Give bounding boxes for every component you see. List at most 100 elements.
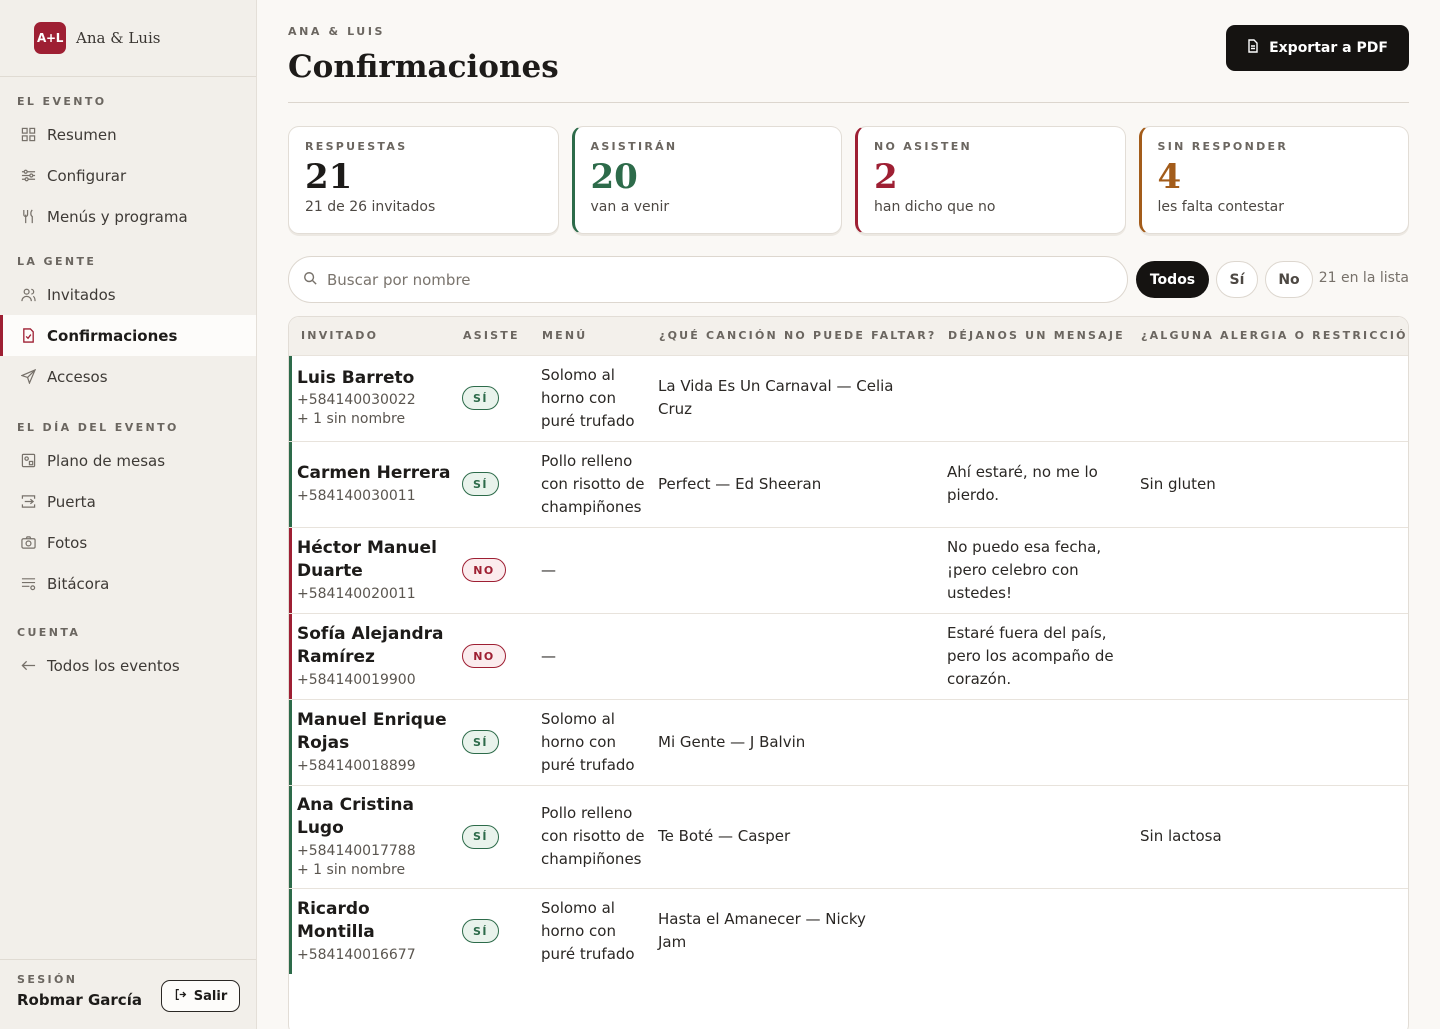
send-icon	[20, 369, 36, 385]
sidebar-item-todos-los-eventos[interactable]: Todos los eventos	[0, 645, 256, 686]
brand[interactable]: A+L Ana & Luis	[0, 0, 256, 77]
stat-label: SIN RESPONDER	[1157, 140, 1289, 153]
cell-attends: SÍ	[451, 698, 530, 785]
export-pdf-button[interactable]: Exportar a PDF	[1226, 25, 1409, 71]
stat-card-respuestas: RESPUESTAS 21 21 de 26 invitados	[288, 126, 559, 234]
cell-menu: Solomo al horno con puré trufado	[530, 887, 647, 974]
logout-button[interactable]: Salir	[161, 980, 240, 1012]
table-row[interactable]: Ana Cristina Lugo +584140017788 + 1 sin no…	[289, 784, 1408, 888]
filter-todos-button[interactable]: Todos	[1136, 261, 1209, 298]
guest-phone: +584140018899	[297, 757, 416, 774]
cell-attends: SÍ	[451, 440, 530, 527]
attendance-badge: SÍ	[462, 730, 499, 755]
column-header-cancion[interactable]: ¿QUÉ CANCIÓN NO PUEDE FALTAR?	[659, 329, 937, 343]
cell-song: Te Boté — Casper	[647, 784, 936, 888]
sidebar-item-menus-y-programa[interactable]: Menús y programa	[0, 196, 256, 237]
guest-phone: +584140020011	[297, 585, 416, 602]
stat-card-asistiran: ASISTIRÁN 20 van a venir	[571, 126, 842, 234]
stat-sub: 21 de 26 invitados	[305, 199, 436, 215]
search-icon	[303, 271, 317, 289]
sidebar-item-configurar[interactable]: Configurar	[0, 155, 256, 196]
stat-card-sin-responder: SIN RESPONDER 4 les falta contestar	[1138, 126, 1409, 234]
column-header-mensaje[interactable]: DÉJANOS UN MENSAJE	[948, 329, 1125, 343]
sidebar-item-fotos[interactable]: Fotos	[0, 522, 256, 563]
cell-song: La Vida Es Un Carnaval — Celia Cruz	[647, 354, 936, 441]
cell-message	[936, 354, 1129, 441]
table-row[interactable]: Héctor Manuel Duarte +584140020011 NO — No p…	[289, 526, 1408, 613]
column-header-alergia[interactable]: ¿ALGUNA ALERGIA O RESTRICCIÓN	[1141, 329, 1409, 343]
sidebar-item-puerta[interactable]: Puerta	[0, 481, 256, 522]
cell-song	[647, 526, 936, 613]
cell-attends: SÍ	[451, 887, 530, 974]
stat-value: 20	[590, 157, 638, 197]
sidebar-item-bitacora[interactable]: Bitácora	[0, 563, 256, 604]
guest-phone: +584140019900	[297, 671, 416, 688]
sidebar-item-plano-de-mesas[interactable]: Plano de mesas	[0, 440, 256, 481]
cell-menu: Pollo relleno con risotto de champiñones	[530, 440, 647, 527]
table-row[interactable]: Manuel Enrique Rojas +584140018899 SÍ Solom…	[289, 698, 1408, 785]
cell-attends: SÍ	[451, 784, 530, 888]
column-header-invitado[interactable]: INVITADO	[301, 329, 379, 343]
table-row[interactable]: Sofía Alejandra Ramírez +584140019900 NO — E…	[289, 612, 1408, 699]
cell-guest: Ricardo Montilla +584140016677	[289, 887, 451, 974]
cell-guest: Ana Cristina Lugo +584140017788 + 1 sin no…	[289, 784, 451, 888]
sidebar-item-confirmaciones[interactable]: Confirmaciones	[0, 315, 256, 356]
search-box	[288, 256, 1128, 303]
sidebar-section-label: EL EVENTO	[17, 95, 107, 108]
guest-extra: + 1 sin nombre	[297, 861, 406, 878]
export-pdf-label: Exportar a PDF	[1269, 40, 1388, 56]
cell-guest: Sofía Alejandra Ramírez +584140019900	[289, 612, 451, 699]
cell-song: Hasta el Amanecer — Nicky Jam	[647, 887, 936, 974]
floorplan-icon	[20, 453, 36, 469]
cell-menu: Solomo al horno con puré trufado	[530, 354, 647, 441]
guest-name: Manuel Enrique Rojas	[297, 709, 447, 754]
sidebar-section-label: EL DÍA DEL EVENTO	[17, 421, 179, 434]
attendance-badge: NO	[462, 644, 506, 669]
sidebar: A+L Ana & Luis EL EVENTO Resumen Configura…	[0, 0, 257, 1029]
cell-song: Mi Gente — J Balvin	[647, 698, 936, 785]
table-row[interactable]: Luis Barreto +584140030022 + 1 sin nombre S…	[289, 354, 1408, 441]
sidebar-item-label: Bitácora	[47, 574, 110, 593]
session-panel: SESIÓN Robmar García Salir	[0, 959, 256, 1029]
column-header-asiste[interactable]: ASISTE	[463, 329, 520, 343]
session-user: Robmar García	[17, 991, 142, 1009]
document-icon	[1247, 39, 1259, 57]
guest-name: Carmen Herrera	[297, 463, 451, 484]
sidebar-section-label: LA GENTE	[17, 255, 97, 268]
sidebar-item-resumen[interactable]: Resumen	[0, 114, 256, 155]
cell-allergy	[1129, 887, 1408, 974]
cell-guest: Héctor Manuel Duarte +584140020011	[289, 526, 451, 613]
search-input[interactable]	[327, 270, 1107, 289]
stat-label: NO ASISTEN	[874, 140, 973, 153]
brand-logo: A+L	[34, 22, 66, 54]
cell-menu: Solomo al horno con puré trufado	[530, 698, 647, 785]
guest-phone: +584140016677	[297, 946, 416, 963]
column-header-menu[interactable]: MENÚ	[542, 329, 588, 343]
grid-icon	[20, 127, 36, 143]
sidebar-item-invitados[interactable]: Invitados	[0, 274, 256, 315]
stat-value: 2	[874, 157, 898, 197]
list-count: 21 en la lista	[1318, 270, 1409, 286]
table-row[interactable]: Carmen Herrera +584140030011 SÍ Pollo relle…	[289, 440, 1408, 527]
guest-name: Ricardo Montilla	[297, 898, 375, 943]
stats-row: RESPUESTAS 21 21 de 26 invitados ASISTIR…	[288, 126, 1409, 234]
sliders-icon	[20, 168, 36, 184]
sidebar-item-label: Puerta	[47, 492, 96, 511]
sidebar-item-label: Resumen	[47, 125, 117, 144]
table-row[interactable]: Ricardo Montilla +584140016677 SÍ Solomo al…	[289, 887, 1408, 974]
arrow-left-icon	[20, 658, 36, 674]
cell-message	[936, 698, 1129, 785]
sidebar-item-label: Menús y programa	[47, 207, 188, 226]
cell-menu: Pollo relleno con risotto de champiñones	[530, 784, 647, 888]
cell-message: Ahí estaré, no me lo pierdo.	[936, 440, 1129, 527]
cell-song	[647, 612, 936, 699]
document-check-icon	[20, 328, 36, 344]
guest-phone: +584140017788	[297, 842, 416, 859]
sidebar-item-accesos[interactable]: Accesos	[0, 356, 256, 397]
guest-name: Héctor Manuel Duarte	[297, 537, 437, 582]
filter-no-button[interactable]: No	[1265, 261, 1313, 298]
confirmations-table: INVITADO ASISTE MENÚ ¿QUÉ CANCIÓN NO PUE…	[288, 316, 1409, 1029]
sidebar-item-label: Todos los eventos	[47, 656, 180, 675]
filter-si-button[interactable]: Sí	[1216, 261, 1258, 298]
guest-phone: +584140030011	[297, 487, 416, 504]
